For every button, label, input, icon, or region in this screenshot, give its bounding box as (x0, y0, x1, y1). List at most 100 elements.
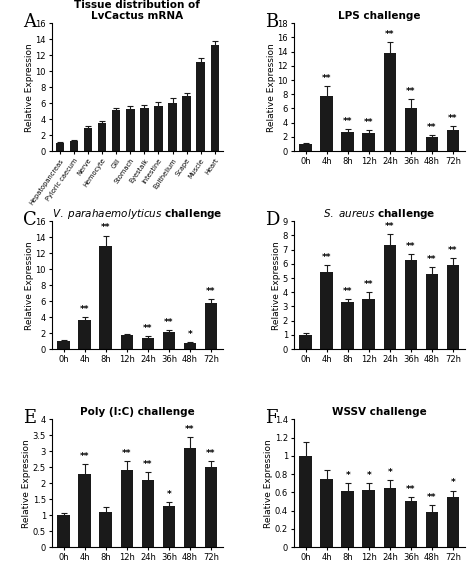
Title: Tissue distribution of
LvCactus mRNA: Tissue distribution of LvCactus mRNA (74, 0, 201, 21)
Bar (70, 141, 78, 151)
Bar (163, 332, 175, 349)
Text: **: ** (322, 253, 331, 262)
Bar (168, 103, 177, 151)
Bar (57, 515, 70, 547)
Bar (183, 343, 196, 349)
Bar (341, 132, 354, 151)
Text: F: F (265, 409, 278, 427)
Bar (405, 108, 417, 151)
Text: *: * (166, 489, 171, 499)
Text: **: ** (427, 254, 437, 264)
Title: $\mathit{S.\ aureus}$ challenge: $\mathit{S.\ aureus}$ challenge (323, 207, 436, 221)
Bar (140, 108, 149, 151)
Bar (112, 111, 120, 151)
Bar (426, 137, 438, 151)
Bar (78, 320, 91, 349)
Text: **: ** (206, 449, 216, 457)
Text: *: * (188, 330, 192, 339)
Y-axis label: Relative Expression: Relative Expression (267, 43, 276, 132)
Text: **: ** (80, 305, 90, 314)
Text: B: B (265, 13, 278, 31)
Bar (405, 502, 417, 547)
Text: **: ** (427, 123, 437, 132)
Text: **: ** (206, 286, 216, 296)
Bar (182, 96, 191, 151)
Bar (300, 335, 312, 349)
Text: **: ** (80, 452, 90, 461)
Bar (320, 95, 333, 151)
Bar (341, 302, 354, 349)
Text: **: ** (448, 246, 458, 255)
Bar (163, 506, 175, 547)
Bar (341, 491, 354, 547)
Text: **: ** (122, 449, 132, 458)
Bar (300, 456, 312, 547)
Bar (383, 53, 396, 151)
Text: **: ** (385, 30, 394, 39)
Bar (154, 105, 163, 151)
Bar (126, 109, 135, 151)
Text: **: ** (364, 280, 374, 289)
Bar (197, 62, 205, 151)
Title: LPS challenge: LPS challenge (338, 11, 420, 21)
Bar (120, 335, 133, 349)
Text: A: A (23, 13, 36, 31)
Text: *: * (366, 471, 371, 480)
Text: D: D (265, 211, 280, 229)
Text: **: ** (322, 74, 331, 83)
Text: **: ** (427, 493, 437, 502)
Bar (205, 467, 217, 547)
Bar (363, 299, 375, 349)
Y-axis label: Relative Expression: Relative Expression (25, 43, 34, 132)
Title: WSSV challenge: WSSV challenge (332, 407, 427, 417)
Bar (142, 480, 154, 547)
Bar (447, 130, 459, 151)
Text: **: ** (406, 242, 416, 251)
Bar (363, 489, 375, 547)
Bar (383, 488, 396, 547)
Text: *: * (451, 478, 456, 487)
Text: **: ** (343, 287, 353, 296)
Text: **: ** (385, 222, 394, 231)
Bar (447, 265, 459, 349)
Text: **: ** (343, 117, 353, 126)
Bar (142, 338, 154, 349)
Bar (100, 512, 112, 547)
Bar (383, 246, 396, 349)
Bar (363, 133, 375, 151)
Y-axis label: Relative Expression: Relative Expression (22, 439, 31, 527)
Bar (405, 260, 417, 349)
Text: **: ** (164, 318, 173, 327)
Text: *: * (387, 469, 392, 477)
Y-axis label: Relative Expression: Relative Expression (25, 241, 34, 329)
Bar (55, 143, 64, 151)
Bar (426, 512, 438, 547)
Text: **: ** (143, 460, 153, 469)
Text: **: ** (406, 485, 416, 494)
Text: **: ** (185, 425, 195, 434)
Bar (98, 123, 106, 151)
Bar (300, 144, 312, 151)
Bar (210, 45, 219, 151)
Text: **: ** (448, 114, 458, 123)
Bar (57, 341, 70, 349)
Bar (447, 497, 459, 547)
Text: **: ** (406, 87, 416, 96)
Text: **: ** (143, 324, 153, 333)
Bar (183, 448, 196, 547)
Title: $\mathit{V.\ parahaemolyticus}$ challenge: $\mathit{V.\ parahaemolyticus}$ challeng… (52, 207, 223, 221)
Bar (320, 478, 333, 547)
Bar (320, 272, 333, 349)
Text: **: ** (101, 223, 110, 232)
Bar (78, 474, 91, 547)
Bar (426, 274, 438, 349)
Bar (100, 246, 112, 349)
Bar (84, 128, 92, 151)
Text: **: ** (364, 118, 374, 126)
Title: Poly (I:C) challenge: Poly (I:C) challenge (80, 407, 195, 417)
Y-axis label: Relative Expression: Relative Expression (272, 241, 281, 329)
Bar (120, 470, 133, 547)
Text: E: E (23, 409, 36, 427)
Text: C: C (23, 211, 37, 229)
Y-axis label: Relative Expression: Relative Expression (264, 439, 273, 527)
